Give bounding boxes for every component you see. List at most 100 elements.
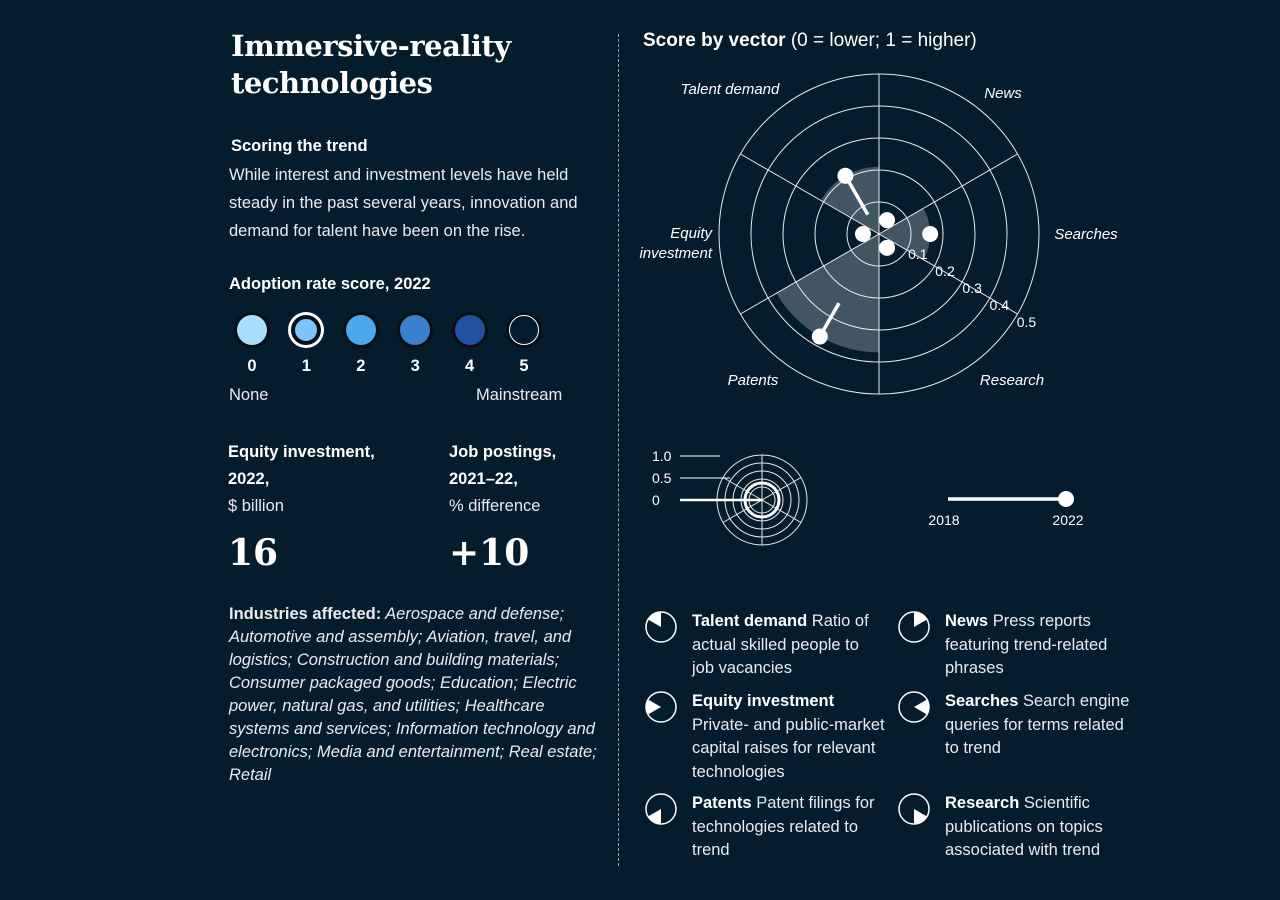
key-scale-label: 0.5 bbox=[652, 470, 672, 486]
legend-item-desc: Patent filings for technologies related … bbox=[692, 794, 875, 859]
jobs-block: Job postings, 2021–22, % difference bbox=[449, 439, 556, 520]
radar-spoke bbox=[878, 153, 1018, 235]
adoption-dot-1 bbox=[291, 315, 322, 345]
jobs-label-1: Job postings, bbox=[449, 443, 557, 461]
legend-item: Searches Search engine queries for terms… bbox=[945, 690, 1135, 761]
chart-title: Score by vector (0 = lower; 1 = higher) bbox=[643, 30, 977, 52]
vector-point bbox=[855, 226, 871, 242]
legend-item: Talent demand Ratio of actual skilled pe… bbox=[692, 610, 882, 681]
jobs-unit: % difference bbox=[449, 497, 541, 515]
vector-point bbox=[811, 328, 828, 345]
vector-icon bbox=[898, 793, 930, 825]
legend-item-name: News bbox=[945, 612, 989, 630]
vector-label: investment bbox=[639, 245, 712, 262]
legend-item: Equity investment Private- and public-ma… bbox=[692, 690, 892, 784]
key-year-end: 2022 bbox=[1052, 512, 1083, 528]
vector-point bbox=[879, 239, 895, 256]
legend-item-name: Talent demand bbox=[692, 612, 808, 630]
key-year-start: 2018 bbox=[928, 512, 959, 528]
vector-label: News bbox=[984, 85, 1022, 102]
adoption-level-label: 0 bbox=[247, 357, 257, 375]
jobs-value: +10 bbox=[449, 532, 530, 574]
adoption-dot-3 bbox=[400, 315, 431, 345]
vector-point bbox=[922, 226, 939, 242]
vector-icon-wedge bbox=[648, 809, 661, 824]
legend-item: Research Scientific publications on topi… bbox=[945, 792, 1135, 863]
shade-wedge bbox=[776, 234, 879, 353]
vector-label: Research bbox=[980, 372, 1044, 389]
adoption-dot-4 bbox=[454, 315, 485, 345]
legend-item-name: Equity investment bbox=[692, 692, 835, 710]
adoption-dot-0 bbox=[237, 315, 267, 345]
adoption-level-label: 3 bbox=[410, 357, 420, 375]
legend-item-desc: Press reports featuring trend-related ph… bbox=[945, 612, 1108, 677]
adoption-dot-5 bbox=[509, 315, 539, 345]
chart-title-bold: Score by vector bbox=[643, 30, 786, 51]
scoring-text: While interest and investment levels hav… bbox=[229, 166, 578, 240]
equity-label-2: 2022, bbox=[228, 470, 270, 488]
adoption-high-label: Mainstream bbox=[476, 386, 563, 404]
vector-label: Searches bbox=[1054, 226, 1118, 243]
legend-item-name: Patents bbox=[692, 794, 752, 812]
key-spoke bbox=[761, 499, 802, 523]
radar-spoke bbox=[740, 233, 880, 315]
vector-label: Equity bbox=[670, 225, 713, 242]
adoption-level-label: 2 bbox=[356, 357, 366, 375]
adoption-level-label: 1 bbox=[301, 357, 311, 375]
industries-text: Industries affected: Aerospace and defen… bbox=[229, 603, 599, 787]
vector-icon-wedge bbox=[646, 699, 661, 715]
key-spoke bbox=[761, 477, 802, 501]
vector-icon bbox=[898, 691, 930, 723]
ring-label: 0.1 bbox=[908, 246, 928, 262]
column-divider bbox=[618, 34, 619, 866]
adoption-heading: Adoption rate score, 2022 bbox=[229, 275, 431, 293]
radar-chart: 0.1 0.2 0.3 0.4 0.5 Talent demand News Searches… bbox=[639, 73, 1118, 395]
key-timeline-end bbox=[1058, 491, 1074, 507]
adoption-low-label: None bbox=[229, 386, 269, 404]
radar-spoke bbox=[878, 233, 1018, 315]
vector-point bbox=[837, 167, 854, 184]
ring-label: 0.3 bbox=[962, 280, 982, 296]
vector-icon-wedge bbox=[648, 612, 661, 627]
legend-item-desc: Search engine queries for terms related … bbox=[945, 692, 1130, 757]
equity-block: Equity investment, 2022, $ billion bbox=[228, 439, 375, 520]
equity-value: 16 bbox=[228, 532, 279, 574]
equity-unit: $ billion bbox=[228, 497, 284, 515]
vector-icon bbox=[645, 611, 677, 643]
ring-label: 0.2 bbox=[935, 263, 955, 279]
shade-wedge bbox=[820, 166, 879, 234]
industries-list: Aerospace and defense; Automotive and as… bbox=[229, 605, 597, 784]
vector-label: Patents bbox=[728, 372, 779, 389]
ring-label: 0.5 bbox=[1017, 314, 1037, 330]
key-spoke bbox=[722, 499, 763, 523]
legend-item: News Press reports featuring trend-relat… bbox=[945, 610, 1135, 681]
page-title: Immersive-reality technologies bbox=[231, 29, 511, 100]
legend-item-desc: Scientific publications on topics associ… bbox=[945, 794, 1103, 859]
radar-spoke bbox=[740, 153, 880, 235]
vector-icon-wedge bbox=[914, 699, 929, 715]
vector-icon bbox=[645, 793, 677, 825]
legend-item-name: Searches bbox=[945, 692, 1019, 710]
scoring-heading: Scoring the trend bbox=[231, 137, 368, 155]
vector-icon bbox=[645, 691, 677, 723]
legend-item: Patents Patent filings for technologies … bbox=[692, 792, 882, 863]
legend-item-desc: Ratio of actual skilled people to job va… bbox=[692, 612, 869, 677]
vector-point bbox=[879, 212, 895, 229]
legend-item-desc: Private- and public-market capital raise… bbox=[692, 715, 885, 781]
industries-label: Industries affected: bbox=[229, 605, 382, 623]
equity-label-1: Equity investment, bbox=[228, 443, 375, 461]
vector-icon bbox=[898, 611, 930, 643]
adoption-dot-2 bbox=[345, 315, 376, 345]
adoption-level-label: 5 bbox=[519, 357, 529, 375]
chart-title-rest: (0 = lower; 1 = higher) bbox=[785, 30, 977, 51]
key-scale-label: 1.0 bbox=[652, 448, 672, 464]
vector-icon-wedge bbox=[914, 612, 927, 627]
shade-wedge bbox=[879, 208, 931, 260]
adoption-level-label: 4 bbox=[465, 357, 475, 375]
key-scale-label: 0 bbox=[652, 492, 660, 508]
key-spoke bbox=[722, 477, 763, 501]
vector-label: Talent demand bbox=[681, 81, 780, 98]
chart-key: 1.0 0.5 0 2018 2022 bbox=[652, 448, 1084, 546]
vector-icon-wedge bbox=[914, 809, 927, 824]
jobs-label-2: 2021–22, bbox=[449, 470, 518, 488]
